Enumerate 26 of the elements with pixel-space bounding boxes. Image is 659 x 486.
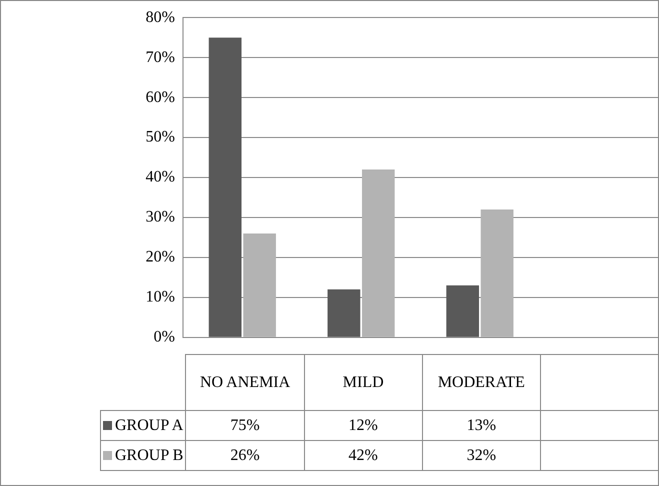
y-tick-label: 30% [146, 208, 175, 226]
data-label: 42% [304, 440, 422, 470]
y-tick-label: 50% [146, 128, 175, 146]
y-tick-label: 60% [146, 88, 175, 106]
bar [362, 170, 395, 337]
data-label: 75% [186, 410, 304, 440]
y-tick-label: 70% [146, 48, 175, 66]
bar [328, 289, 360, 337]
bar [446, 285, 480, 337]
data-label: 12% [304, 410, 422, 440]
x-tick-label: MILD [304, 354, 422, 410]
data-label: 32% [422, 440, 540, 470]
legend-label: GROUP B [100, 440, 186, 470]
bar [480, 209, 514, 337]
legend-label: GROUP A [100, 410, 186, 440]
y-tick-label: 80% [146, 8, 175, 26]
y-tick-label: 20% [146, 248, 175, 266]
y-tick-label: 10% [146, 288, 175, 306]
y-tick-label: 0% [154, 328, 175, 346]
data-label: 13% [422, 410, 540, 440]
x-tick-label: MODERATE [422, 354, 540, 410]
bar [243, 233, 276, 337]
x-tick-label: NO ANEMIA [186, 354, 304, 410]
y-tick-label: 40% [146, 168, 175, 186]
data-label: 26% [186, 440, 304, 470]
bar [208, 38, 242, 337]
